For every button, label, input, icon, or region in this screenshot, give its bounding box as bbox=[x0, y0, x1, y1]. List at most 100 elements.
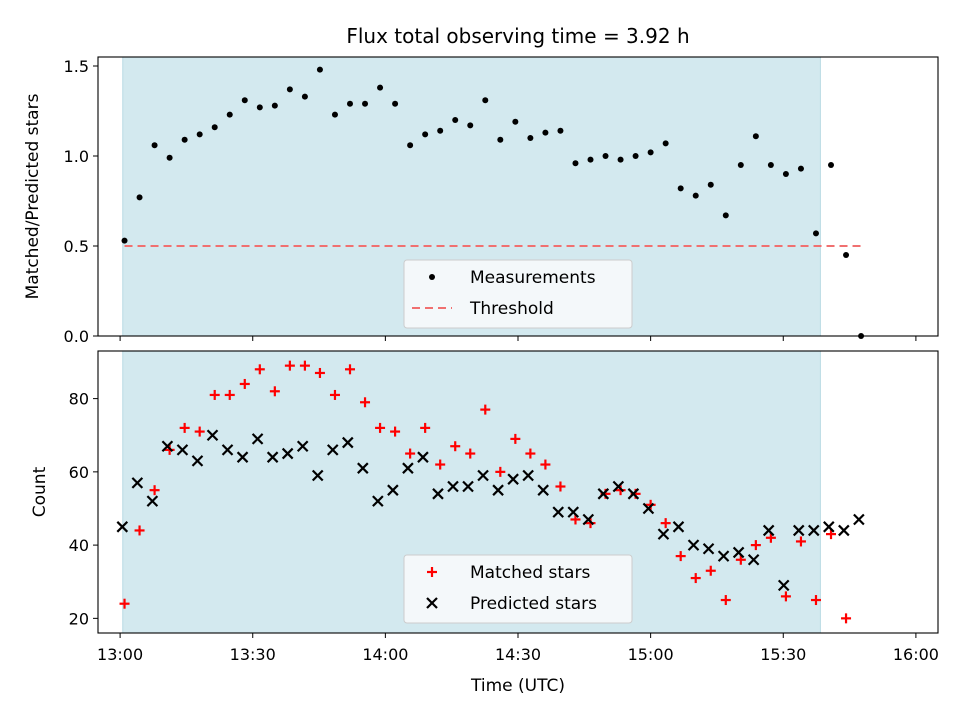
matched-star-point bbox=[390, 426, 401, 437]
predicted-star-point bbox=[567, 506, 580, 518]
predicted-star-point bbox=[447, 480, 459, 493]
matched-star-point bbox=[450, 441, 461, 452]
measurement-point bbox=[572, 160, 579, 167]
matched-star-point bbox=[660, 518, 671, 529]
matched-star-point bbox=[179, 422, 190, 433]
measurement-point bbox=[722, 212, 729, 219]
measurement-point bbox=[392, 100, 399, 107]
predicted-star-point bbox=[296, 440, 309, 452]
measurement-point bbox=[512, 118, 519, 125]
matched-star-point bbox=[780, 591, 791, 602]
predicted-star-point bbox=[161, 440, 174, 452]
measurement-point bbox=[226, 111, 233, 118]
predicted-star-point bbox=[281, 447, 294, 460]
count-y-axis-label: Count bbox=[30, 466, 50, 517]
matched-star-point bbox=[826, 529, 837, 540]
matched-star-point bbox=[795, 536, 806, 547]
x-tick-label: 14:30 bbox=[495, 645, 541, 664]
measurement-point bbox=[527, 135, 534, 141]
predicted-star-point bbox=[372, 495, 384, 507]
measurement-point bbox=[467, 122, 474, 129]
predicted-star-point bbox=[266, 451, 279, 463]
measurement-point bbox=[256, 104, 263, 111]
predicted-star-point bbox=[507, 473, 519, 485]
matched-star-point bbox=[525, 448, 536, 459]
measurement-point bbox=[316, 66, 323, 73]
measurement-point bbox=[407, 142, 414, 149]
matched-star-point bbox=[269, 386, 280, 397]
predicted-star-point bbox=[672, 521, 685, 533]
matched-star-point bbox=[690, 573, 701, 584]
measurement-point bbox=[797, 165, 804, 172]
ratio-legend: Measurements Threshold bbox=[403, 259, 633, 329]
legend-predicted-marker bbox=[426, 597, 438, 609]
measurement-point bbox=[737, 162, 744, 168]
legend-matched-marker bbox=[427, 567, 437, 577]
measurement-point bbox=[196, 131, 203, 138]
measurement-point bbox=[557, 127, 564, 134]
x-tick-label: 13:00 bbox=[97, 645, 143, 664]
count-marks bbox=[116, 360, 865, 624]
predicted-star-point bbox=[417, 451, 429, 463]
measurement-point bbox=[181, 136, 188, 143]
matched-star-point bbox=[345, 364, 355, 375]
predicted-star-point bbox=[823, 521, 835, 533]
predicted-star-point bbox=[432, 488, 444, 500]
count-legend: Matched stars Predicted stars bbox=[403, 554, 633, 624]
matched-star-point bbox=[239, 378, 250, 389]
y-tick-label: 1.0 bbox=[64, 147, 89, 166]
predicted-star-point bbox=[687, 539, 700, 551]
x-tick-label: 13:30 bbox=[230, 645, 276, 664]
predicted-star-point bbox=[762, 524, 775, 537]
predicted-star-point bbox=[552, 506, 565, 518]
matched-star-point bbox=[314, 367, 325, 378]
measurement-point bbox=[602, 153, 609, 159]
matched-star-point bbox=[465, 448, 476, 459]
measurement-point bbox=[617, 156, 624, 163]
ratio-y-axis: 0.0 0.5 1.0 1.5 bbox=[64, 57, 98, 346]
measurement-point bbox=[542, 129, 549, 136]
legend-predicted-label: Predicted stars bbox=[470, 594, 597, 614]
y-tick-label: 1.5 bbox=[64, 57, 89, 76]
count-x-axis: 13:00 13:30 14:00 14:30 15:00 15:30 16:00 bbox=[97, 633, 939, 664]
predicted-star-point bbox=[522, 469, 534, 482]
predicted-star-point bbox=[838, 524, 850, 537]
y-tick-label: 0.0 bbox=[64, 327, 89, 346]
measurement-point bbox=[347, 100, 353, 107]
predicted-star-point bbox=[492, 484, 504, 496]
measurement-point bbox=[482, 97, 489, 104]
matched-star-point bbox=[194, 426, 205, 437]
predicted-star-point bbox=[342, 436, 354, 449]
y-tick-label: 60 bbox=[69, 463, 89, 482]
predicted-star-point bbox=[582, 513, 595, 526]
ratio-y-axis-label: Matched/Predicted stars bbox=[23, 93, 43, 299]
measurement-point bbox=[707, 181, 714, 188]
matched-star-point bbox=[540, 459, 551, 470]
x-tick-label: 16:00 bbox=[893, 645, 939, 664]
x-tick-label: 14:00 bbox=[362, 645, 408, 664]
x-tick-label: 15:30 bbox=[760, 645, 806, 664]
y-tick-label: 0.5 bbox=[64, 237, 89, 256]
ratio-legend-box bbox=[403, 259, 633, 329]
measurement-point bbox=[843, 252, 850, 258]
y-tick-label: 20 bbox=[69, 609, 89, 628]
predicted-star-point bbox=[612, 480, 625, 493]
legend-threshold-label: Threshold bbox=[469, 299, 554, 319]
matched-star-point bbox=[329, 389, 340, 400]
matched-star-point bbox=[705, 565, 716, 576]
measurement-point bbox=[241, 97, 248, 104]
predicted-star-point bbox=[747, 553, 760, 566]
measurement-point bbox=[211, 124, 218, 131]
matched-star-point bbox=[750, 540, 761, 551]
measurement-point bbox=[662, 140, 669, 147]
matched-star-point bbox=[149, 485, 160, 496]
ratio-marks bbox=[121, 66, 865, 339]
predicted-star-point bbox=[477, 469, 489, 482]
measurement-point bbox=[331, 111, 338, 118]
predicted-star-point bbox=[116, 521, 129, 533]
predicted-star-point bbox=[206, 429, 219, 442]
measurement-point bbox=[422, 131, 429, 138]
measurement-point bbox=[271, 102, 278, 109]
matched-star-point bbox=[134, 525, 145, 536]
